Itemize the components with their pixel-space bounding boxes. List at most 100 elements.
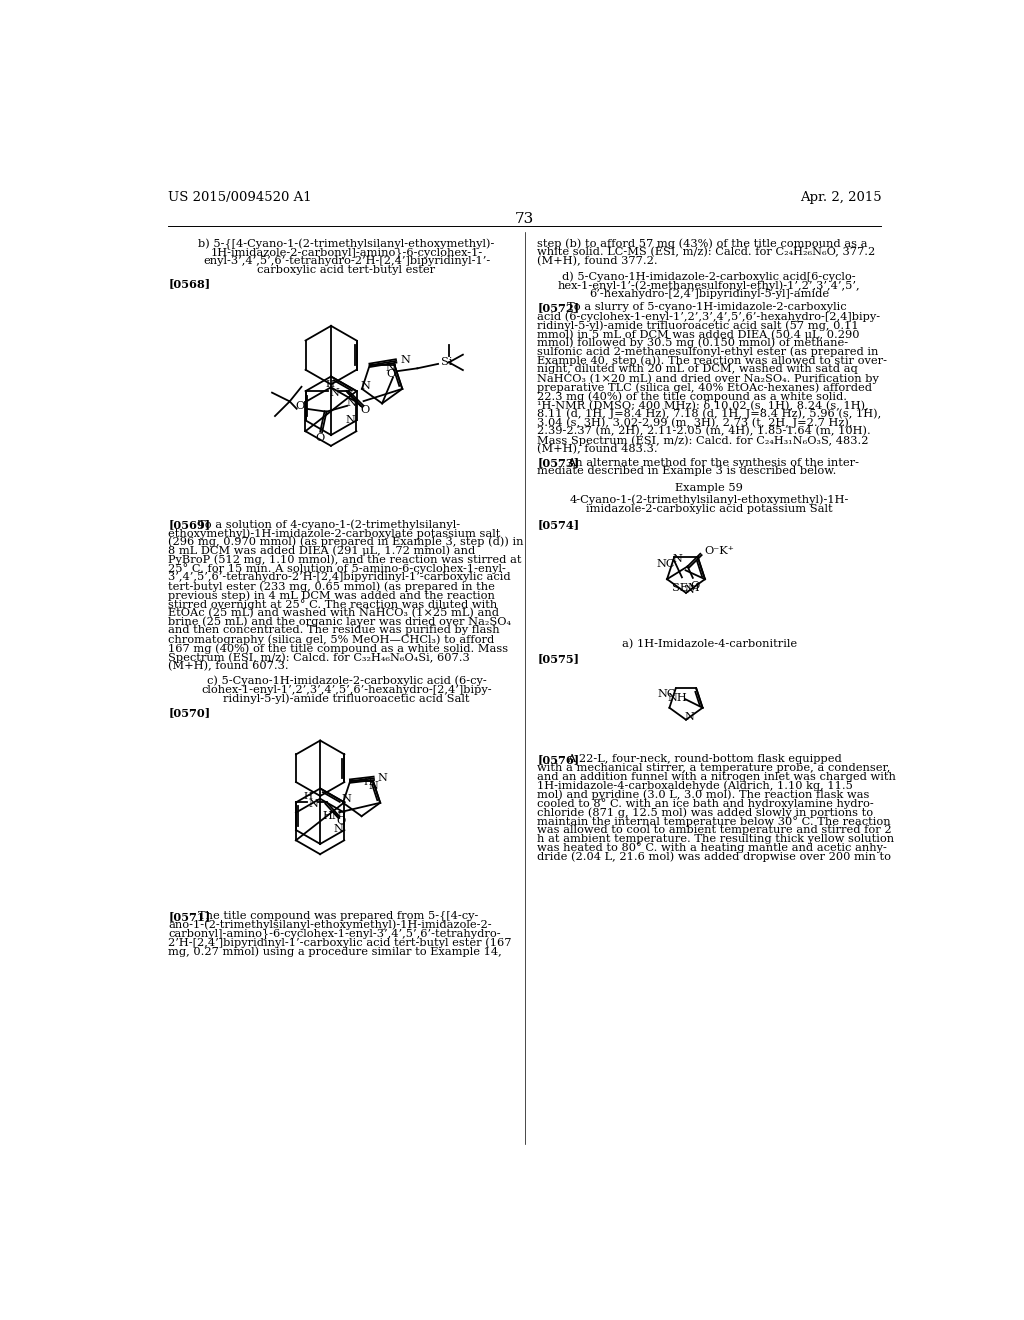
- Text: ethoxymethyl)-1H-imidazole-2-carboxylate potassium salt: ethoxymethyl)-1H-imidazole-2-carboxylate…: [168, 528, 501, 539]
- Text: step (b) to afford 57 mg (43%) of the title compound as a: step (b) to afford 57 mg (43%) of the ti…: [538, 239, 867, 249]
- Text: acid (6-cyclohex-1-enyl-1’,2’,3’,4’,5’,6’-hexahydro-[2,4]bipy-: acid (6-cyclohex-1-enyl-1’,2’,3’,4’,5’,6…: [538, 312, 881, 322]
- Text: imidazole-2-carboxylic acid potassium Salt: imidazole-2-carboxylic acid potassium Sa…: [586, 504, 833, 513]
- Text: 2’H-[2,4’]bipyridinyl-1’-carboxylic acid tert-butyl ester (167: 2’H-[2,4’]bipyridinyl-1’-carboxylic acid…: [168, 937, 512, 948]
- Text: To a slurry of 5-cyano-1H-imidazole-2-carboxylic: To a slurry of 5-cyano-1H-imidazole-2-ca…: [566, 302, 846, 313]
- Text: enyl-3’,4’,5’,6’-tetrahydro-2’H-[2,4’]bipyridinyl-1’-: enyl-3’,4’,5’,6’-tetrahydro-2’H-[2,4’]bi…: [203, 256, 490, 267]
- Text: (M+H), found 483.3.: (M+H), found 483.3.: [538, 444, 657, 454]
- Text: cooled to 8° C. with an ice bath and hydroxylamine hydro-: cooled to 8° C. with an ice bath and hyd…: [538, 799, 873, 809]
- Text: hex-1-enyl-1’-(2-methanesulfonyl-ethyl)-1’,2’,3’,4’,5’,: hex-1-enyl-1’-(2-methanesulfonyl-ethyl)-…: [558, 280, 860, 290]
- Text: mmol) followed by 30.5 mg (0.150 mmol) of methane-: mmol) followed by 30.5 mg (0.150 mmol) o…: [538, 338, 848, 348]
- Text: mol) and pyridine (3.0 L, 3.0 mol). The reaction flask was: mol) and pyridine (3.0 L, 3.0 mol). The …: [538, 789, 869, 800]
- Text: [0570]: [0570]: [168, 708, 210, 718]
- Text: clohex-1-enyl-1’,2’,3’,4’,5’,6’-hexahydro-[2,4’]bipy-: clohex-1-enyl-1’,2’,3’,4’,5’,6’-hexahydr…: [202, 685, 492, 694]
- Text: HN: HN: [322, 810, 342, 821]
- Text: was allowed to cool to ambient temperature and stirred for 2: was allowed to cool to ambient temperatu…: [538, 825, 892, 834]
- Text: 3.04 (s, 3H), 3.02-2.99 (m, 3H), 2.73 (t, 2H, J=2.7 Hz),: 3.04 (s, 3H), 3.02-2.99 (m, 3H), 2.73 (t…: [538, 417, 853, 428]
- Text: dride (2.04 L, 21.6 mol) was added dropwise over 200 min to: dride (2.04 L, 21.6 mol) was added dropw…: [538, 851, 891, 862]
- Text: (M+H), found 607.3.: (M+H), found 607.3.: [168, 661, 289, 671]
- Text: N: N: [342, 793, 352, 804]
- Text: [0576]: [0576]: [538, 754, 580, 766]
- Text: sulfonic acid 2-methanesulfonyl-ethyl ester (as prepared in: sulfonic acid 2-methanesulfonyl-ethyl es…: [538, 347, 879, 358]
- Text: 25° C. for 15 min. A solution of 5-amino-6-cyclohex-1-enyl-: 25° C. for 15 min. A solution of 5-amino…: [168, 564, 506, 574]
- Text: H: H: [325, 380, 334, 389]
- Text: chromatography (silica gel, 5% MeOH—CHCl₃) to afford: chromatography (silica gel, 5% MeOH—CHCl…: [168, 635, 495, 645]
- Text: d) 5-Cyano-1H-imidazole-2-carboxylic acid[6-cyclo-: d) 5-Cyano-1H-imidazole-2-carboxylic aci…: [562, 271, 856, 281]
- Text: PyBroP (512 mg, 1.10 mmol), and the reaction was stirred at: PyBroP (512 mg, 1.10 mmol), and the reac…: [168, 554, 522, 565]
- Text: [0572]: [0572]: [538, 302, 580, 313]
- Text: O: O: [336, 816, 345, 826]
- Text: Example 59: Example 59: [675, 483, 743, 492]
- Text: N: N: [345, 414, 355, 425]
- Text: stirred overnight at 25° C. The reaction was diluted with: stirred overnight at 25° C. The reaction…: [168, 599, 498, 610]
- Text: SEM: SEM: [672, 583, 699, 594]
- Text: O: O: [690, 581, 699, 590]
- Text: The title compound was prepared from 5-{[4-cy-: The title compound was prepared from 5-{…: [198, 911, 478, 921]
- Text: O: O: [386, 368, 395, 379]
- Text: carboxylic acid tert-butyl ester: carboxylic acid tert-butyl ester: [257, 265, 435, 275]
- Text: and then concentrated. The residue was purified by flash: and then concentrated. The residue was p…: [168, 626, 500, 635]
- Text: N: N: [330, 388, 339, 397]
- Text: O: O: [360, 405, 370, 414]
- Text: 8.11 (d, 1H, J=8.4 Hz), 7.18 (d, 1H, J=8.4 Hz), 5.96 (s, 1H),: 8.11 (d, 1H, J=8.4 Hz), 7.18 (d, 1H, J=8…: [538, 409, 882, 420]
- Text: NH: NH: [668, 693, 687, 704]
- Text: ridinyl-5-yl)-amide trifluoroacetic acid salt (57 mg, 0.11: ridinyl-5-yl)-amide trifluoroacetic acid…: [538, 321, 859, 331]
- Text: N: N: [684, 585, 694, 595]
- Text: preparative TLC (silica gel, 40% EtOAc-hexanes) afforded: preparative TLC (silica gel, 40% EtOAc-h…: [538, 381, 872, 392]
- Text: white solid. LC-MS (ESI, m/z): Calcd. for C₂₄H₂₆N₆O, 377.2: white solid. LC-MS (ESI, m/z): Calcd. fo…: [538, 247, 876, 257]
- Text: was heated to 80° C. with a heating mantle and acetic anhy-: was heated to 80° C. with a heating mant…: [538, 842, 887, 854]
- Text: [0571]: [0571]: [168, 911, 211, 921]
- Text: N: N: [346, 399, 356, 408]
- Text: [0569]: [0569]: [168, 519, 210, 531]
- Text: [0568]: [0568]: [168, 279, 210, 289]
- Text: (M+H), found 377.2.: (M+H), found 377.2.: [538, 256, 657, 267]
- Text: ¹H-NMR (DMSO; 400 MHz): δ 10.02 (s, 1H), 8.24 (s, 1H),: ¹H-NMR (DMSO; 400 MHz): δ 10.02 (s, 1H),…: [538, 400, 869, 411]
- Text: [0575]: [0575]: [538, 653, 580, 664]
- Text: 4-Cyano-1-(2-trimethylsilanyl-ethoxymethyl)-1H-: 4-Cyano-1-(2-trimethylsilanyl-ethoxymeth…: [569, 495, 849, 506]
- Text: NC: NC: [656, 560, 675, 569]
- Text: c) 5-Cyano-1H-imidazole-2-carboxylic acid (6-cy-: c) 5-Cyano-1H-imidazole-2-carboxylic aci…: [207, 676, 486, 686]
- Text: 22.3 mg (40%) of the title compound as a white solid.: 22.3 mg (40%) of the title compound as a…: [538, 391, 847, 401]
- Text: O⁻K⁺: O⁻K⁺: [705, 546, 734, 557]
- Text: N: N: [369, 781, 379, 792]
- Text: To a solution of 4-cyano-1-(2-trimethylsilanyl-: To a solution of 4-cyano-1-(2-trimethyls…: [198, 519, 460, 529]
- Text: US 2015/0094520 A1: US 2015/0094520 A1: [168, 190, 312, 203]
- Text: N: N: [400, 355, 410, 366]
- Text: Mass Spectrum (ESI, m/z): Calcd. for C₂₄H₃₁N₆O₃S, 483.2: Mass Spectrum (ESI, m/z): Calcd. for C₂₄…: [538, 436, 868, 446]
- Text: Example 40, step (a)). The reaction was allowed to stir over-: Example 40, step (a)). The reaction was …: [538, 355, 887, 366]
- Text: 167 mg (40%) of the title compound as a white solid. Mass: 167 mg (40%) of the title compound as a …: [168, 643, 509, 653]
- Text: brine (25 mL) and the organic layer was dried over Na₂SO₄: brine (25 mL) and the organic layer was …: [168, 616, 511, 627]
- Text: mmol) in 5 mL of DCM was added DIEA (50.4 μL, 0.290: mmol) in 5 mL of DCM was added DIEA (50.…: [538, 329, 860, 339]
- Text: 2.39-2.37 (m, 2H), 2.11-2.05 (m, 4H), 1.85-1.64 (m, 10H).: 2.39-2.37 (m, 2H), 2.11-2.05 (m, 4H), 1.…: [538, 426, 871, 437]
- Text: with a mechanical stirrer, a temperature probe, a condenser,: with a mechanical stirrer, a temperature…: [538, 763, 891, 772]
- Text: h at ambient temperature. The resulting thick yellow solution: h at ambient temperature. The resulting …: [538, 834, 894, 843]
- Text: ano-1-(2-trimethylsilanyl-ethoxymethyl)-1H-imidazole-2-: ano-1-(2-trimethylsilanyl-ethoxymethyl)-…: [168, 920, 492, 931]
- Text: 8 mL DCM was added DIEA (291 μL, 1.72 mmol) and: 8 mL DCM was added DIEA (291 μL, 1.72 mm…: [168, 545, 475, 556]
- Text: and an addition funnel with a nitrogen inlet was charged with: and an addition funnel with a nitrogen i…: [538, 772, 896, 781]
- Text: EtOAc (25 mL) and washed with NaHCO₃ (1×25 mL) and: EtOAc (25 mL) and washed with NaHCO₃ (1×…: [168, 607, 500, 618]
- Text: N: N: [378, 772, 388, 783]
- Text: N: N: [360, 380, 371, 391]
- Text: 73: 73: [515, 213, 535, 226]
- Text: night, diluted with 20 mL of DCM, washed with satd aq: night, diluted with 20 mL of DCM, washed…: [538, 364, 858, 375]
- Text: 3’,4’,5’,6’-tetrahydro-2’H-[2,4]bipyridinyl-1’-carboxylic acid: 3’,4’,5’,6’-tetrahydro-2’H-[2,4]bipyridi…: [168, 573, 511, 582]
- Text: N: N: [333, 824, 343, 834]
- Text: NC: NC: [657, 689, 676, 698]
- Text: [0574]: [0574]: [538, 519, 580, 529]
- Text: 1H-imidazole-2-carbonyl]-amino}-6-cyclohex-1-: 1H-imidazole-2-carbonyl]-amino}-6-cycloh…: [210, 247, 482, 259]
- Text: N: N: [386, 363, 395, 372]
- Text: previous step) in 4 mL DCM was added and the reaction: previous step) in 4 mL DCM was added and…: [168, 590, 496, 601]
- Text: H: H: [364, 777, 372, 787]
- Text: 1H-imidazole-4-carboxaldehyde (Aldrich, 1.10 kg, 11.5: 1H-imidazole-4-carboxaldehyde (Aldrich, …: [538, 780, 853, 791]
- Text: mg, 0.27 mmol) using a procedure similar to Example 14,: mg, 0.27 mmol) using a procedure similar…: [168, 946, 502, 957]
- Text: b) 5-{[4-Cyano-1-(2-trimethylsilanyl-ethoxymethyl)-: b) 5-{[4-Cyano-1-(2-trimethylsilanyl-eth…: [199, 239, 495, 249]
- Text: ridinyl-5-yl)-amide trifluoroacetic acid Salt: ridinyl-5-yl)-amide trifluoroacetic acid…: [223, 693, 470, 704]
- Text: tert-butyl ester (233 mg, 0.65 mmol) (as prepared in the: tert-butyl ester (233 mg, 0.65 mmol) (as…: [168, 581, 496, 591]
- Text: O: O: [295, 401, 304, 412]
- Text: [0573]: [0573]: [538, 458, 580, 469]
- Text: chloride (871 g, 12.5 mol) was added slowly in portions to: chloride (871 g, 12.5 mol) was added slo…: [538, 807, 873, 817]
- Text: O: O: [315, 433, 325, 444]
- Text: H: H: [304, 792, 313, 801]
- Text: NaHCO₃ (1×20 mL) and dried over Na₂SO₄. Purification by: NaHCO₃ (1×20 mL) and dried over Na₂SO₄. …: [538, 374, 879, 384]
- Text: (296 mg, 0.970 mmol) (as prepared in Example 3, step (d)) in: (296 mg, 0.970 mmol) (as prepared in Exa…: [168, 537, 524, 548]
- Text: 6’-hexahydro-[2,4’]bipyridinyl-5-yl]-amide: 6’-hexahydro-[2,4’]bipyridinyl-5-yl]-ami…: [589, 289, 829, 298]
